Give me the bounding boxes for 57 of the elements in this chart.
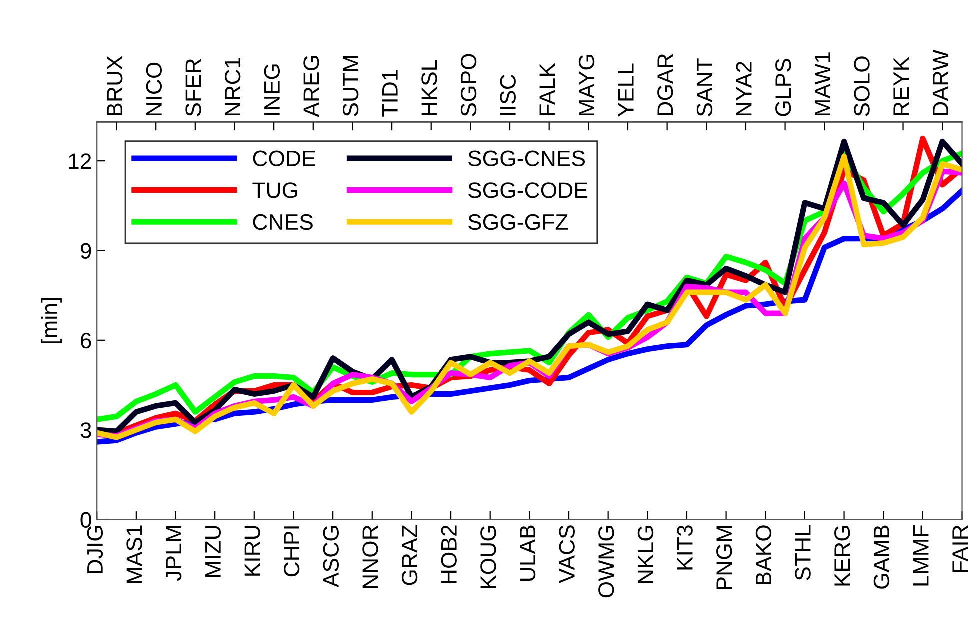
y-tick-label: 12 (69, 154, 92, 170)
x-tick-label: KOUG (480, 526, 496, 588)
x-tick-label: SANT (696, 58, 713, 116)
x-tick-label: SOLO (854, 56, 870, 116)
x-tick-label: FAIR (952, 526, 968, 572)
x-tick-label: FALK (540, 63, 556, 116)
x-tick-label: GLPS (776, 59, 792, 116)
x-tick-label: NRC1 (224, 58, 241, 116)
legend-label: SGG-CNES (468, 150, 586, 166)
x-tick-label: MAS1 (126, 526, 142, 584)
x-tick-label: MAYG (578, 55, 595, 116)
x-tick-label: KERG (834, 526, 850, 586)
x-tick-label: KIRU (244, 526, 260, 576)
x-tick-label: MIZU (206, 526, 222, 578)
x-tick-label: ASCG (323, 526, 340, 588)
x-tick-label: REYK (894, 57, 910, 116)
x-tick-label: JPLM (166, 526, 182, 582)
x-tick-label: GAMB (874, 526, 890, 589)
x-tick-label: DGAR (658, 54, 674, 116)
x-tick-label: SGPO (460, 54, 477, 116)
x-tick-label: ULAB (520, 526, 536, 581)
y-tick-label: 9 (80, 243, 92, 260)
y-tick-label: 0 (80, 512, 92, 528)
x-tick-label: TID1 (382, 70, 398, 117)
x-tick-label: SUTM (342, 56, 359, 116)
x-tick-label: NKLG (638, 526, 654, 584)
x-tick-label: HOB2 (441, 526, 457, 584)
x-tick-label: STHL (795, 525, 811, 580)
x-tick-label: GRAZ (402, 525, 418, 586)
legend-label: SGG-CODE (468, 182, 588, 198)
legend-label: CODE (253, 150, 316, 166)
x-tick-label: NNOR (362, 526, 378, 588)
x-tick-label: CHPI (284, 526, 300, 577)
x-tick-label: NICO (146, 62, 162, 116)
x-tick-label: MAW1 (815, 52, 830, 116)
x-tick-label: INEG (264, 64, 280, 116)
x-tick-label: VACS (559, 526, 575, 584)
x-tick-label: LMMF (913, 525, 929, 586)
x-tick-label: KIT3 (677, 526, 693, 570)
x-tick-label: OWMG (598, 526, 614, 598)
legend-label: TUG (252, 182, 298, 198)
x-tick-label: YELL (618, 64, 634, 117)
y-tick-label: 6 (81, 332, 92, 349)
x-tick-label: BAKO (756, 526, 772, 585)
x-tick-label: HKSL (422, 60, 438, 116)
x-tick-label: BRUX (107, 56, 123, 116)
y-axis-title: [min] (41, 298, 62, 344)
x-tick-label: DJIG (87, 526, 104, 574)
x-tick-label: SFER (186, 59, 202, 116)
legend-label: SGG-GFZ (468, 214, 568, 230)
legend-label: CNES (253, 214, 313, 230)
x-tick-label: IISC (500, 74, 516, 116)
x-tick-label: AREG (304, 56, 320, 118)
x-tick-label: NYA2 (736, 62, 752, 116)
y-tick-label: 3 (80, 422, 92, 438)
x-tick-label: DARW (933, 50, 948, 116)
x-tick-label: PNGM (716, 526, 732, 590)
